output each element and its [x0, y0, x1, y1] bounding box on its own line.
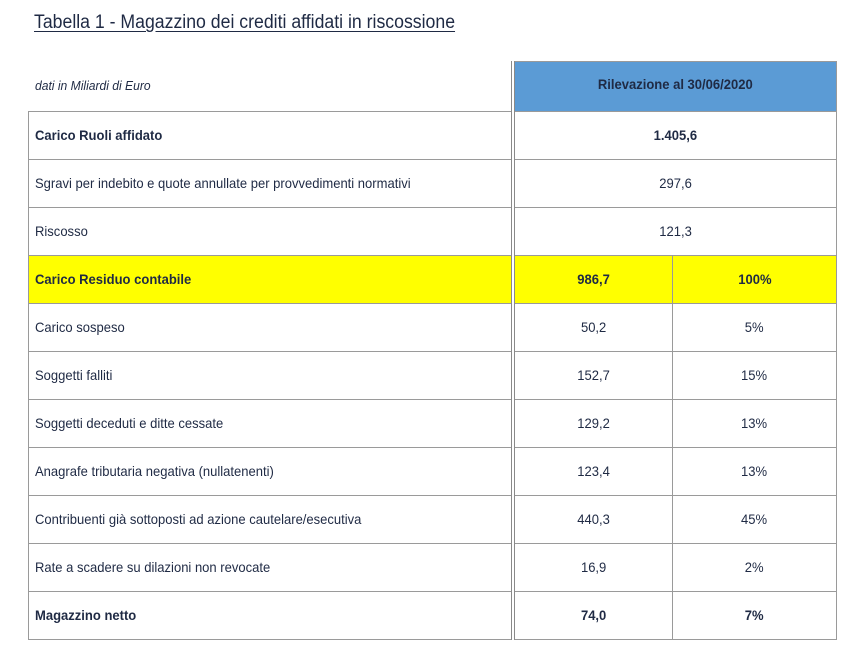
row-value-cell: 152,7 — [510, 350, 673, 400]
row-value-cell: 74,0 — [510, 590, 673, 640]
row-value: 440,3 — [576, 511, 610, 527]
row-percent: 100% — [737, 271, 772, 287]
row-value: 986,7 — [576, 271, 610, 287]
row-label: Sgravi per indebito e quote annullate pe… — [35, 175, 411, 191]
row-label: Soggetti deceduti e ditte cessate — [35, 415, 224, 431]
unit-note-cell: dati in Miliardi di Euro — [28, 61, 515, 112]
row-value: 16,9 — [580, 559, 606, 575]
row-label-cell: Soggetti deceduti e ditte cessate — [28, 398, 515, 448]
row-percent: 13% — [741, 415, 768, 431]
unit-note: dati in Miliardi di Euro — [34, 78, 151, 93]
table-row: Rate a scadere su dilazioni non revocate… — [28, 542, 837, 592]
row-percent-cell: 15% — [672, 350, 837, 400]
row-value-cell: 129,2 — [510, 398, 673, 448]
row-percent-cell: 5% — [672, 302, 837, 352]
row-label-cell: Sgravi per indebito e quote annullate pe… — [28, 158, 515, 208]
row-label-cell: Soggetti falliti — [28, 350, 515, 400]
table-row: Soggetti falliti 152,7 15% — [28, 350, 837, 400]
row-value: 297,6 — [658, 175, 692, 191]
document-title: Tabella 1 - Magazzino dei crediti affida… — [34, 12, 456, 33]
row-percent-cell: 2% — [672, 542, 837, 592]
row-percent: 2% — [745, 559, 764, 575]
row-value: 1.405,6 — [653, 127, 697, 143]
table-row: Contribuenti già sottoposti ad azione ca… — [28, 494, 837, 544]
row-value: 129,2 — [576, 415, 610, 431]
row-label-cell: Rate a scadere su dilazioni non revocate — [28, 542, 515, 592]
row-label: Anagrafe tributaria negativa (nullatenen… — [35, 463, 274, 479]
table-row: Sgravi per indebito e quote annullate pe… — [28, 158, 837, 208]
row-value: 50,2 — [580, 319, 606, 335]
row-label: Carico Ruoli affidato — [35, 127, 163, 143]
table-row: Carico sospeso 50,2 5% — [28, 302, 837, 352]
row-percent: 15% — [741, 367, 768, 383]
row-label: Contribuenti già sottoposti ad azione ca… — [35, 511, 362, 527]
row-value-cell: 123,4 — [510, 446, 673, 496]
row-value-cell: 440,3 — [510, 494, 673, 544]
row-label-cell: Carico sospeso — [28, 302, 515, 352]
row-percent-cell: 45% — [672, 494, 837, 544]
row-label: Soggetti falliti — [35, 367, 113, 383]
table-row: Riscosso 121,3 — [28, 206, 837, 256]
row-percent-cell: 13% — [672, 398, 837, 448]
row-percent: 7% — [745, 607, 764, 623]
row-percent-cell: 100% — [672, 254, 837, 304]
row-value: 152,7 — [576, 367, 610, 383]
row-percent: 5% — [745, 319, 764, 335]
row-percent: 45% — [741, 511, 768, 527]
row-label-cell: Riscosso — [28, 206, 515, 256]
row-value-cell: 16,9 — [510, 542, 673, 592]
row-label-cell: Magazzino netto — [28, 590, 515, 640]
row-value: 74,0 — [580, 607, 606, 623]
row-percent-cell: 13% — [672, 446, 837, 496]
row-label-cell: Carico Ruoli affidato — [28, 110, 515, 160]
row-value-cell: 50,2 — [510, 302, 673, 352]
row-percent: 13% — [741, 463, 768, 479]
row-label-cell: Anagrafe tributaria negativa (nullatenen… — [28, 446, 515, 496]
table-row: Magazzino netto 74,0 7% — [28, 590, 837, 640]
row-percent-cell: 7% — [672, 590, 837, 640]
table-row: Carico Ruoli affidato 1.405,6 — [28, 110, 837, 160]
row-value-cell: 297,6 — [510, 158, 837, 208]
table-row: Anagrafe tributaria negativa (nullatenen… — [28, 446, 837, 496]
row-label: Carico Residuo contabile — [35, 271, 192, 287]
row-label: Riscosso — [35, 223, 88, 239]
row-label: Rate a scadere su dilazioni non revocate — [35, 559, 271, 575]
row-value-cell: 1.405,6 — [510, 110, 837, 160]
table-header-row: dati in Miliardi di Euro Rilevazione al … — [28, 61, 837, 112]
row-value-cell: 986,7 — [510, 254, 673, 304]
table-row: Carico Residuo contabile 986,7 100% — [28, 254, 837, 304]
row-label-cell: Contribuenti già sottoposti ad azione ca… — [28, 494, 515, 544]
row-value: 121,3 — [658, 223, 692, 239]
row-value: 123,4 — [576, 463, 610, 479]
row-label: Carico sospeso — [35, 319, 125, 335]
row-value-cell: 121,3 — [510, 206, 837, 256]
row-label: Magazzino netto — [35, 607, 137, 623]
row-label-cell: Carico Residuo contabile — [28, 254, 515, 304]
table-row: Soggetti deceduti e ditte cessate 129,2 13… — [28, 398, 837, 448]
credits-table: dati in Miliardi di Euro Rilevazione al … — [28, 61, 837, 640]
column-header: Rilevazione al 30/06/2020 — [510, 61, 837, 112]
column-header-label: Rilevazione al 30/06/2020 — [597, 76, 753, 93]
